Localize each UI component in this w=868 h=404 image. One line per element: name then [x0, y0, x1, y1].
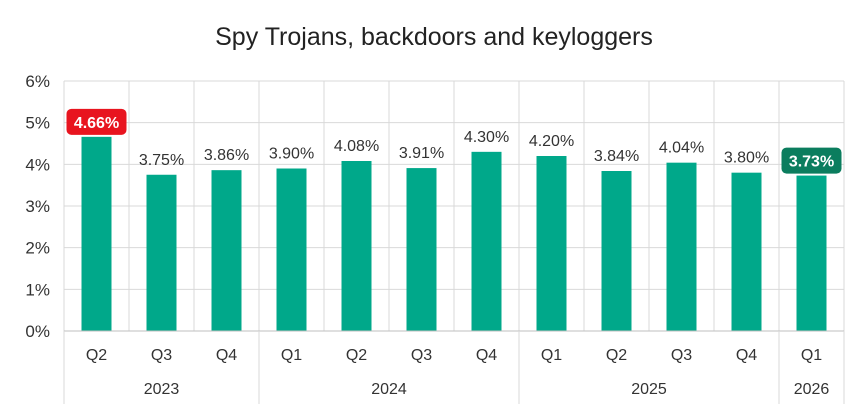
y-tick-label: 3% — [25, 197, 50, 216]
x-tick-label: Q4 — [736, 347, 757, 364]
data-label: 3.73% — [789, 154, 834, 171]
x-tick-label: Q1 — [541, 347, 562, 364]
bar — [601, 171, 632, 331]
bar — [211, 170, 242, 331]
y-axis: 0% 1% 2% 3% 4% 5% 6% — [25, 72, 50, 341]
data-label: 3.75% — [139, 152, 184, 169]
data-label: 3.91% — [399, 145, 444, 162]
x-tick-label: Q3 — [411, 347, 432, 364]
x-tick-label: Q3 — [671, 347, 692, 364]
x-tick-label: Q4 — [216, 347, 237, 364]
year-label: 2025 — [631, 381, 667, 398]
bar — [146, 174, 177, 331]
bar — [731, 172, 762, 331]
bar — [471, 151, 502, 331]
data-label: 4.20% — [529, 133, 574, 150]
bar — [341, 161, 372, 331]
bar — [81, 136, 112, 331]
bar — [666, 162, 697, 331]
year-label: 2026 — [794, 381, 830, 398]
data-label: 4.08% — [334, 138, 379, 155]
data-label: 3.90% — [269, 146, 314, 163]
chart-title: Spy Trojans, backdoors and keyloggers — [215, 23, 653, 51]
x-tick-label: Q1 — [281, 347, 302, 364]
y-tick-label: 2% — [25, 239, 50, 258]
y-tick-label: 6% — [25, 72, 50, 91]
x-tick-label: Q2 — [86, 347, 107, 364]
y-tick-label: 4% — [25, 155, 50, 174]
data-labels: 4.66% 3.75% 3.86% 3.90% 4.08% 3.91% 4.30% 4.20%… — [66, 108, 842, 174]
data-label-badge — [66, 108, 127, 135]
data-label: 4.30% — [464, 129, 509, 146]
x-tick-label: Q1 — [801, 347, 822, 364]
x-tick-label: Q3 — [151, 347, 172, 364]
x-tick-label: Q2 — [606, 347, 627, 364]
y-tick-label: 0% — [25, 322, 50, 341]
data-label: 3.86% — [204, 147, 249, 164]
data-label: 4.66% — [74, 115, 119, 132]
x-tick-label: Q4 — [476, 347, 497, 364]
year-label: 2023 — [144, 381, 180, 398]
y-tick-label: 5% — [25, 114, 50, 133]
year-label: 2024 — [371, 381, 407, 398]
bar — [796, 175, 827, 331]
data-label: 4.04% — [659, 140, 704, 157]
x-axis: Q2 Q3 Q4 Q1 Q2 Q3 Q4 Q1 Q2 Q3 Q4 Q1 2023 2024 2025 2026 — [63, 330, 845, 404]
y-tick-label: 1% — [25, 280, 50, 299]
data-label: 3.80% — [724, 150, 769, 167]
data-label: 3.84% — [594, 148, 639, 165]
data-label-badge — [781, 147, 842, 174]
bars — [81, 136, 827, 331]
bar — [536, 156, 567, 331]
bar — [406, 168, 437, 331]
bar — [276, 168, 307, 331]
gridlines — [63, 80, 845, 332]
x-tick-label: Q2 — [346, 347, 367, 364]
